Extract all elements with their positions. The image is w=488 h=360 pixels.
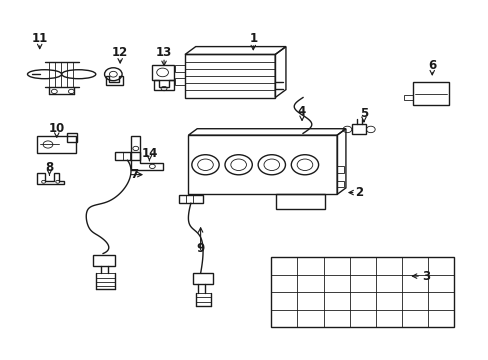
Bar (37, 136, 76, 153)
Bar (351, 124, 366, 134)
Bar (175, 78, 184, 85)
Bar (178, 195, 203, 203)
Bar (115, 152, 140, 160)
Bar (403, 95, 412, 100)
Text: 6: 6 (427, 59, 435, 72)
Bar (175, 65, 184, 72)
Text: 3: 3 (421, 270, 429, 283)
Bar (188, 135, 336, 194)
Bar (336, 181, 344, 187)
Bar (193, 273, 212, 284)
Text: 7: 7 (130, 168, 139, 181)
Text: 12: 12 (112, 46, 128, 59)
Bar (184, 54, 275, 98)
Bar (271, 257, 453, 327)
Text: 13: 13 (156, 46, 172, 59)
Text: 8: 8 (45, 161, 54, 174)
Text: 9: 9 (196, 242, 204, 255)
Text: 1: 1 (249, 32, 257, 45)
Text: 11: 11 (32, 32, 48, 45)
Bar (336, 166, 344, 173)
Text: 4: 4 (297, 105, 305, 118)
Bar (93, 255, 115, 266)
Text: 5: 5 (359, 107, 367, 120)
Bar (412, 82, 448, 105)
Bar (152, 65, 173, 80)
Bar (276, 194, 325, 209)
Text: 2: 2 (354, 186, 363, 199)
Text: 14: 14 (141, 147, 157, 159)
Bar (66, 134, 77, 142)
Text: 10: 10 (48, 122, 65, 135)
